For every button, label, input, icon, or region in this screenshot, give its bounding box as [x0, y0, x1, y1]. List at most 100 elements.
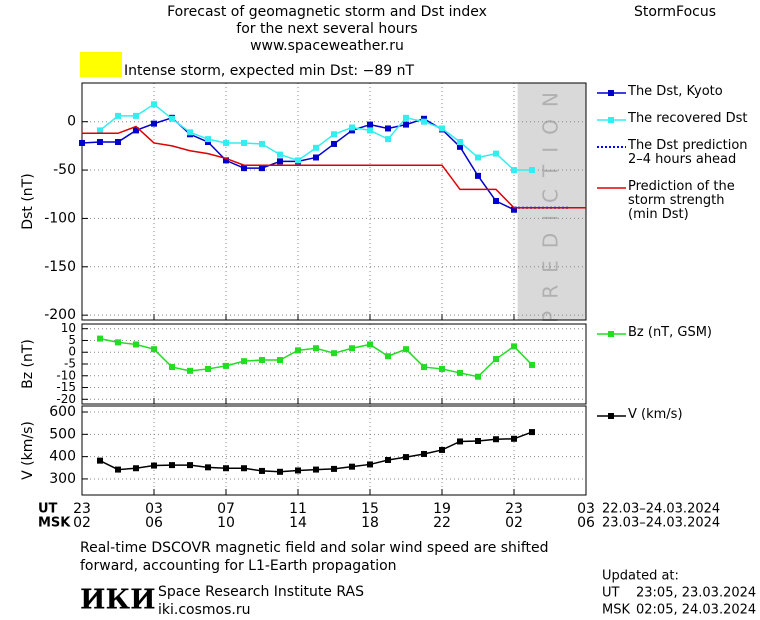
data-point	[385, 125, 391, 132]
data-point	[457, 369, 463, 376]
plot-frame	[81, 405, 587, 496]
y-axis-title: Dst (nT)	[20, 173, 36, 229]
y-tick-label: -5	[64, 357, 76, 371]
data-point	[97, 139, 103, 146]
x-tick-label: 19	[433, 501, 451, 517]
y-tick-label: -20	[56, 392, 76, 406]
data-point	[439, 446, 445, 453]
data-point	[313, 144, 319, 151]
y-tick-label: 600	[49, 404, 76, 420]
data-point	[367, 341, 373, 348]
legend-marker	[608, 413, 614, 419]
data-point	[367, 121, 373, 128]
legend-marker	[608, 331, 614, 337]
x-tick-label: 11	[289, 501, 307, 517]
y-tick-label: -150	[44, 259, 76, 275]
data-point	[313, 154, 319, 161]
data-point	[277, 151, 283, 158]
y-tick-label: -50	[53, 162, 76, 178]
data-point	[151, 101, 157, 108]
plot-frame	[81, 323, 587, 405]
data-point	[349, 124, 355, 131]
data-point	[277, 357, 283, 363]
data-point	[133, 341, 139, 348]
x-tick-label: 02	[73, 515, 91, 531]
y-tick-label: -10	[56, 368, 76, 382]
y-tick-label: 10	[61, 321, 76, 335]
x-tick-label: 23	[505, 501, 523, 517]
data-point	[367, 127, 373, 134]
series-line	[99, 431, 533, 473]
data-point	[385, 353, 391, 360]
data-point	[385, 456, 391, 463]
updated-title: Updated at:	[602, 569, 679, 584]
data-point	[475, 172, 481, 179]
legend-label: Bz (nT, GSM)	[628, 325, 713, 340]
x-tick-label: 03	[145, 501, 163, 517]
date-range: 23.03–24.03.2024	[602, 516, 720, 531]
data-point	[367, 461, 373, 468]
data-point	[295, 467, 301, 474]
data-point	[511, 343, 517, 350]
data-point	[493, 150, 499, 157]
data-point	[331, 131, 337, 138]
data-point	[115, 139, 121, 146]
note-line: forward, accounting for L1-Earth propaga…	[80, 558, 397, 574]
title-line: Forecast of geomagnetic storm and Dst in…	[167, 4, 487, 20]
legend-label: Prediction of the storm strength (min Ds…	[628, 179, 735, 222]
data-point	[223, 465, 229, 472]
data-point	[115, 339, 121, 346]
data-point	[295, 347, 301, 354]
data-point	[241, 465, 247, 472]
data-point	[205, 365, 211, 372]
data-point	[331, 465, 337, 472]
data-point	[277, 158, 283, 165]
data-point	[205, 136, 211, 143]
data-point	[151, 120, 157, 127]
data-point	[529, 361, 535, 368]
institute: Space Research Institute RAS	[158, 584, 364, 600]
y-tick-label: 0	[68, 345, 76, 359]
data-point	[493, 356, 499, 363]
data-point	[277, 468, 283, 475]
y-tick-label: -100	[44, 210, 76, 226]
x-tick-label: 15	[361, 501, 379, 517]
data-point	[169, 462, 175, 469]
x-tick-label: 18	[361, 515, 379, 531]
legend-label: V (km/s)	[628, 407, 683, 422]
data-point	[133, 112, 139, 119]
y-tick-label: 300	[49, 471, 76, 487]
data-point	[205, 464, 211, 471]
data-point	[511, 435, 517, 442]
data-point	[223, 139, 229, 146]
data-point	[115, 112, 121, 119]
data-point	[223, 362, 229, 369]
data-point	[223, 157, 229, 164]
title-line: www.spaceweather.ru	[250, 38, 404, 54]
series-line	[99, 337, 533, 378]
updated-time: 23:05, 23.03.2024	[636, 586, 756, 601]
data-point	[403, 114, 409, 121]
data-point	[241, 165, 247, 172]
data-point	[259, 165, 265, 172]
data-point	[439, 365, 445, 372]
x-tick-label: 07	[217, 501, 235, 517]
data-point	[313, 466, 319, 473]
data-point	[457, 143, 463, 150]
prediction-zone	[517, 83, 586, 320]
x-tick-label: 22	[433, 515, 451, 531]
x-tick-label: 10	[217, 515, 235, 531]
data-point	[187, 462, 193, 469]
data-point	[421, 450, 427, 457]
updated-time: 02:05, 24.03.2024	[636, 603, 756, 618]
data-point	[169, 115, 175, 122]
y-tick-label: 500	[49, 426, 76, 442]
data-point	[529, 429, 535, 436]
data-point	[331, 350, 337, 357]
data-point	[259, 140, 265, 147]
data-point	[331, 140, 337, 147]
data-point	[439, 125, 445, 132]
legend-label: The recovered Dst	[628, 111, 748, 126]
